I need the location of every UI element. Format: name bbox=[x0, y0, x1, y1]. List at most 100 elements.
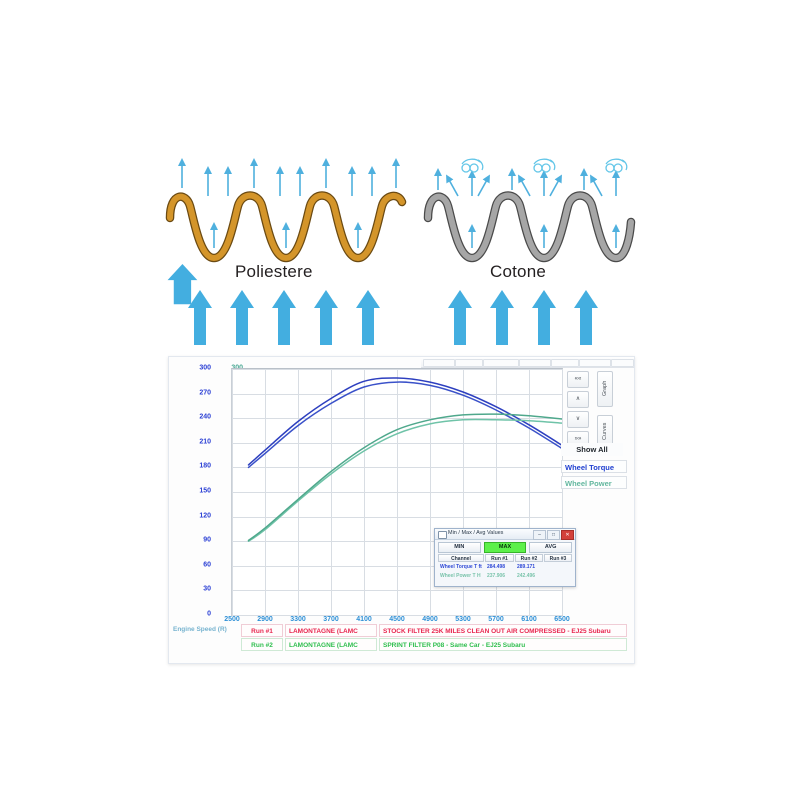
column-header-run1[interactable]: Run #1 bbox=[485, 554, 514, 562]
min-max-values-table: Channel Run #1 Run #2 Run #3 Wheel Torqu… bbox=[438, 554, 572, 581]
gridline-horizontal bbox=[232, 393, 562, 395]
gridline-horizontal bbox=[232, 565, 562, 567]
polyester-pressure-arrows bbox=[167, 264, 198, 305]
x-axis-engine-speed: 2500 2900 3300 3700 4100 4500 4900 5300 5700 6100… bbox=[224, 616, 570, 628]
legend-run-number[interactable]: Run #2 bbox=[241, 638, 283, 651]
cell-run3 bbox=[544, 563, 572, 571]
toolbar-segment[interactable] bbox=[455, 359, 483, 367]
legend-run-name[interactable]: LAMONTAGNE (LAMC bbox=[285, 638, 377, 651]
axis-tick-label: 4100 bbox=[356, 616, 372, 623]
dialog-mode-buttons: MIN MAX AVG bbox=[438, 542, 573, 553]
mode-button-min[interactable]: MIN bbox=[438, 542, 481, 553]
axis-tick-label: 300 bbox=[199, 364, 211, 372]
min-max-avg-dialog: Min / Max / Avg Values – □ ✕ MIN MAX AVG… bbox=[434, 528, 576, 587]
gridline-horizontal bbox=[232, 615, 562, 616]
column-header-run2[interactable]: Run #2 bbox=[515, 554, 543, 562]
dyno-toolbar bbox=[421, 357, 634, 368]
legend-row-run1: Run #1 LAMONTAGNE (LAMC STOCK FILTER 25K… bbox=[241, 624, 629, 637]
cotton-big-arrows bbox=[448, 290, 598, 345]
toolbar-segment[interactable] bbox=[611, 359, 634, 367]
axis-tick-label: 150 bbox=[199, 487, 211, 495]
column-header-run3[interactable]: Run #3 bbox=[544, 554, 572, 562]
cell-channel: Wheel Power T H bbox=[440, 573, 481, 579]
toolbar-segment[interactable] bbox=[519, 359, 551, 367]
cell-run2: 289.171 bbox=[517, 564, 536, 570]
vertical-tab-graph[interactable]: Graph bbox=[597, 371, 613, 407]
axis-tick-label: 180 bbox=[199, 462, 211, 470]
nav-first-button[interactable]: «« bbox=[567, 371, 589, 388]
run-legend: Engine Speed (R) Run #1 LAMONTAGNE (LAMC… bbox=[169, 623, 632, 661]
cotton-airflow-arrows bbox=[434, 168, 620, 248]
table-row: Wheel Torque T ft 284.498 289.171 bbox=[438, 563, 572, 571]
axis-tick-label: 3300 bbox=[290, 616, 306, 623]
axis-tick-label: 270 bbox=[199, 389, 211, 397]
legend-run-number[interactable]: Run #1 bbox=[241, 624, 283, 637]
mode-button-avg[interactable]: AVG bbox=[529, 542, 573, 553]
table-row: Wheel Power T H 237.906 242.496 bbox=[438, 572, 572, 580]
dialog-window-buttons: – □ ✕ bbox=[533, 530, 574, 540]
axis-tick-label: 3700 bbox=[323, 616, 339, 623]
axis-tick-label: 120 bbox=[199, 512, 211, 520]
column-header-channel: Channel bbox=[438, 554, 484, 562]
axis-tick-label: 210 bbox=[199, 438, 211, 446]
cell-channel: Wheel Torque T ft bbox=[440, 564, 482, 570]
window-icon bbox=[438, 531, 447, 539]
minimize-icon[interactable]: – bbox=[533, 530, 546, 540]
toolbar-segment[interactable] bbox=[483, 359, 519, 367]
engine-speed-label: Engine Speed (R) bbox=[173, 626, 227, 633]
gridline-horizontal bbox=[232, 467, 562, 469]
cell-run1: 284.498 bbox=[487, 564, 506, 570]
toolbar-segment[interactable] bbox=[579, 359, 611, 367]
dialog-title: Min / Max / Avg Values bbox=[448, 530, 504, 536]
toolbar-segment[interactable] bbox=[423, 359, 455, 367]
show-all-label[interactable]: Show All bbox=[561, 443, 623, 456]
curve-left-blue bbox=[247, 377, 562, 466]
axis-tick-label: 6500 bbox=[554, 616, 570, 623]
nav-previous-button[interactable]: ∧ bbox=[567, 391, 589, 408]
gridline-horizontal bbox=[232, 418, 562, 420]
gridline-horizontal bbox=[232, 369, 562, 370]
plot-nav-buttons: «« ∧ ∨ »» bbox=[567, 371, 589, 451]
gridline-horizontal bbox=[232, 442, 562, 444]
polyester-big-arrows bbox=[188, 290, 380, 345]
polyester-fiber-wave bbox=[165, 191, 407, 263]
gridline-horizontal bbox=[232, 516, 562, 518]
curve-inner-green bbox=[247, 418, 562, 542]
cell-run3 bbox=[544, 572, 572, 580]
cotton-fiber-wave bbox=[423, 191, 636, 263]
channel-button-wheel-torque[interactable]: Wheel Torque bbox=[561, 460, 627, 473]
axis-tick-label: 30 bbox=[203, 585, 211, 593]
fabric-illustration: Poliestere Cotone bbox=[160, 140, 640, 345]
axis-tick-label: 5700 bbox=[488, 616, 504, 623]
channel-button-wheel-power[interactable]: Wheel Power bbox=[561, 476, 627, 489]
toolbar-segment[interactable] bbox=[551, 359, 579, 367]
dialog-titlebar[interactable]: Min / Max / Avg Values – □ ✕ bbox=[435, 529, 575, 540]
cell-run2: 242.496 bbox=[517, 573, 536, 579]
gridline-horizontal bbox=[232, 541, 562, 543]
gridline-horizontal bbox=[232, 492, 562, 493]
table-header-row: Channel Run #1 Run #2 Run #3 bbox=[438, 554, 572, 562]
axis-tick-label: 4500 bbox=[389, 616, 405, 623]
axis-tick-label: 60 bbox=[203, 561, 211, 569]
mode-button-max[interactable]: MAX bbox=[483, 542, 527, 553]
vertical-tab-curves-label: Curves bbox=[602, 422, 608, 440]
cotton-label: Cotone bbox=[490, 262, 547, 281]
polyester-airflow-arrows bbox=[178, 158, 400, 248]
polyester-label: Poliestere bbox=[235, 262, 313, 281]
axis-tick-label: 5300 bbox=[455, 616, 471, 623]
maximize-icon[interactable]: □ bbox=[547, 530, 560, 540]
fabric-illustration-svg bbox=[165, 158, 636, 345]
vertical-tab-graph-label: Graph bbox=[602, 380, 608, 396]
gridline-vertical bbox=[562, 369, 563, 615]
dyno-curves bbox=[247, 377, 562, 542]
gridline-horizontal bbox=[232, 590, 562, 592]
curve-inner-green bbox=[247, 413, 562, 542]
legend-run-name[interactable]: LAMONTAGNE (LAMC bbox=[285, 624, 377, 637]
axis-tick-label: 90 bbox=[203, 536, 211, 544]
legend-row-run2: Run #2 LAMONTAGNE (LAMC SPRINT FILTER P0… bbox=[241, 638, 629, 651]
legend-run-description[interactable]: SPRINT FILTER P08 - Same Car - EJ25 Suba… bbox=[379, 638, 627, 651]
nav-next-button[interactable]: ∨ bbox=[567, 411, 589, 428]
close-icon[interactable]: ✕ bbox=[561, 530, 574, 540]
legend-run-description[interactable]: STOCK FILTER 25K MILES CLEAN OUT AIR COM… bbox=[379, 624, 627, 637]
